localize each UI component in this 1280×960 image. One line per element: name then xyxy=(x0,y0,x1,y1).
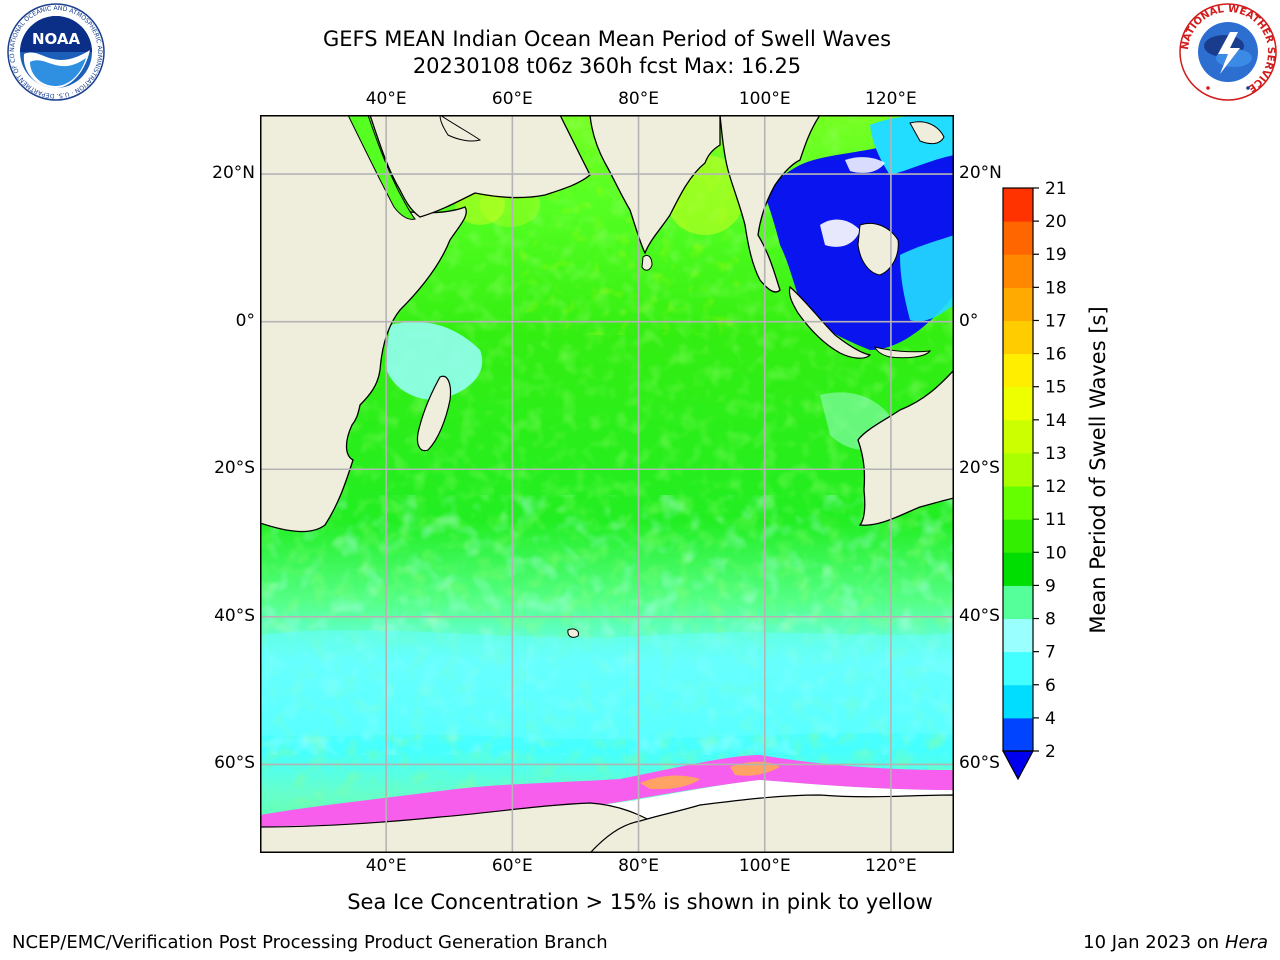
colorbar-tick-label: 15 xyxy=(1045,378,1067,398)
india-landmass xyxy=(589,115,721,255)
longitude-tick-label: 40°E xyxy=(365,89,407,109)
colorbar-tick-label: 6 xyxy=(1045,676,1056,696)
colorbar-swatch xyxy=(1003,684,1033,719)
longitude-tick-label: 100°E xyxy=(738,856,791,876)
colorbar-swatch xyxy=(1003,552,1033,586)
longitude-tick-label: 40°E xyxy=(365,856,407,876)
footer-date-text: 10 Jan 2023 on xyxy=(1083,932,1225,953)
latitude-tick-label: 40°S xyxy=(959,605,1000,626)
footer-machine: Hera xyxy=(1224,932,1268,953)
colorbar-tick-label: 8 xyxy=(1045,610,1056,630)
map-panel xyxy=(260,115,954,853)
colorbar-swatch xyxy=(1003,386,1033,421)
colorbar-swatch xyxy=(1003,320,1033,355)
sea-ice-note: Sea Ice Concentration > 15% is shown in … xyxy=(347,890,933,914)
colorbar-tick-label: 18 xyxy=(1045,278,1067,298)
longitude-tick-label: 100°E xyxy=(738,89,791,109)
colorbar-swatch xyxy=(1003,188,1033,222)
latitude-tick-label: 0° xyxy=(235,310,255,331)
latitude-tick-label: 60°S xyxy=(214,753,255,774)
colorbar-tick-label: 11 xyxy=(1045,510,1067,530)
colorbar: 2 4 6 7 8 9 10 11 12 13 14 15 16 17 18 19 20 21 xyxy=(1001,180,1067,781)
longitude-tick-label: 80°E xyxy=(618,856,659,876)
latitude-tick-label: 20°S xyxy=(214,458,255,479)
sumatra-landmass xyxy=(788,285,872,359)
latitude-tick-label: 20°S xyxy=(959,458,1000,479)
latitude-tick-label: 20°N xyxy=(212,163,255,184)
sea-ice-edge xyxy=(260,755,954,827)
noaa-logo-text: NOAA xyxy=(32,30,81,48)
latitude-tick-label: 60°S xyxy=(959,753,1000,774)
latitude-tick-label: 40°S xyxy=(214,605,255,626)
colorbar-swatch xyxy=(1003,419,1033,454)
map-subtitle: 20230108 t06z 360h fcst Max: 16.25 xyxy=(412,54,802,78)
longitude-tick-label: 60°E xyxy=(491,856,533,876)
colorbar-swatch xyxy=(1003,353,1033,388)
colorbar-tick-label: 19 xyxy=(1045,245,1067,265)
colorbar-label: Mean Period of Swell Waves [s] xyxy=(1086,306,1110,634)
longitude-tick-label: 60°E xyxy=(491,89,533,109)
colorbar-tick-label: 7 xyxy=(1045,643,1056,663)
colorbar-tick-label: 14 xyxy=(1045,411,1067,431)
longitude-tick-label: 120°E xyxy=(865,89,917,109)
map-frame xyxy=(260,115,954,853)
colorbar-underflow-triangle xyxy=(1001,750,1035,781)
sea-ice-note-wrap: Sea Ice Concentration > 15% is shown in … xyxy=(0,890,1280,914)
colorbar-swatch xyxy=(1003,254,1033,288)
longitude-tick-label: 120°E xyxy=(865,856,917,876)
colorbar-swatch xyxy=(1003,618,1033,653)
colorbar-swatch xyxy=(1003,519,1033,553)
footer-credit: NCEP/EMC/Verification Post Processing Pr… xyxy=(12,932,608,953)
colorbar-swatch xyxy=(1003,221,1033,255)
madagascar-landmass xyxy=(416,375,452,452)
colorbar-swatch xyxy=(1003,452,1033,487)
map-title: GEFS MEAN Indian Ocean Mean Period of Sw… xyxy=(322,27,892,51)
longitude-tick-label: 80°E xyxy=(618,89,659,109)
colorbar-tick-label: 17 xyxy=(1045,311,1067,331)
colorbar-swatch xyxy=(1003,287,1033,321)
colorbar-swatch xyxy=(1003,651,1033,686)
colorbar-tick-label: 12 xyxy=(1045,477,1067,497)
colorbar-tick-label: 2 xyxy=(1045,742,1056,762)
colorbar-tick-label: 20 xyxy=(1045,212,1067,232)
footer-date: 10 Jan 2023 on Hera xyxy=(1083,932,1268,953)
colorbar-tick-label: 16 xyxy=(1045,345,1067,365)
latitude-tick-label: 20°N xyxy=(959,163,1002,184)
colorbar-tick-label: 21 xyxy=(1045,180,1067,199)
southeast-asia-landmass xyxy=(719,115,821,293)
colorbar-tick-label: 9 xyxy=(1045,576,1056,596)
nws-logo: NATIONAL WEATHER SERVICE xyxy=(1179,3,1277,101)
australia-landmass xyxy=(857,369,954,526)
colorbar-tick-label: 13 xyxy=(1045,444,1067,464)
colorbar-swatch xyxy=(1003,486,1033,520)
colorbar-swatch xyxy=(1003,717,1033,752)
graticule xyxy=(260,115,954,853)
colorbar-swatch xyxy=(1003,585,1033,620)
colorbar-tick-label: 4 xyxy=(1045,709,1056,729)
noaa-logo: NATIONAL OCEANIC AND ATMOSPHERIC ADMINIS… xyxy=(6,2,105,101)
colorbar-tick-label: 10 xyxy=(1045,543,1067,563)
latitude-tick-label: 0° xyxy=(959,310,979,331)
